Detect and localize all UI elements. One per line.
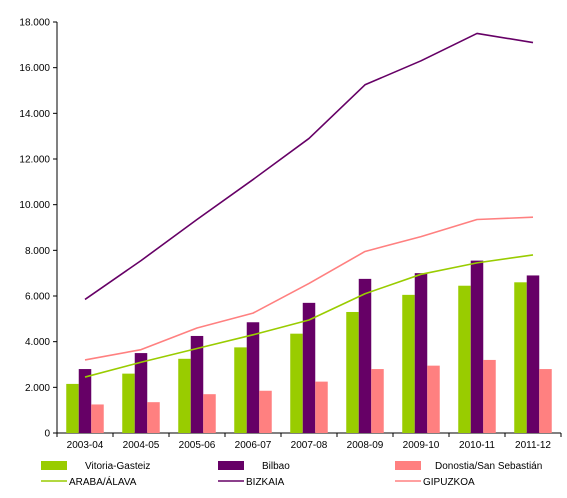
y-tick-label: 14.000 xyxy=(19,109,50,120)
bar-0-2 xyxy=(178,358,191,433)
y-tick-label: 16.000 xyxy=(19,63,50,74)
legend-swatch-bar-1 xyxy=(218,461,244,470)
bar-2-8 xyxy=(539,369,552,433)
bar-1-7 xyxy=(470,260,484,433)
bar-0-7 xyxy=(458,285,471,433)
legend-label-line-2: GIPUZKOA xyxy=(423,477,475,488)
bar-0-6 xyxy=(402,294,415,433)
bar-1-3 xyxy=(246,322,260,433)
x-tick-label: 2005-06 xyxy=(179,440,216,451)
bar-0-8 xyxy=(514,282,527,433)
bar-0-5 xyxy=(346,311,359,433)
x-tick-label: 2003-04 xyxy=(67,440,104,451)
x-tick-label: 2011-12 xyxy=(515,440,551,451)
y-tick-label: 6.000 xyxy=(25,292,50,303)
line-series-0 xyxy=(84,254,534,378)
bar-1-5 xyxy=(358,278,372,433)
y-tick-label: 4.000 xyxy=(25,337,50,348)
bar-1-1 xyxy=(134,353,148,433)
bar-0-3 xyxy=(234,347,247,433)
bar-2-0 xyxy=(91,404,104,433)
bar-0-4 xyxy=(290,333,303,433)
bar-1-0 xyxy=(78,369,92,433)
y-tick-label: 12.000 xyxy=(19,155,50,166)
x-tick-label: 2007-08 xyxy=(291,440,328,451)
bar-0-1 xyxy=(122,373,135,433)
bar-1-6 xyxy=(414,273,428,433)
bar-1-2 xyxy=(190,335,204,433)
y-tick-label: 8.000 xyxy=(25,246,50,257)
lines-layer xyxy=(84,32,534,378)
y-tick-label: 0 xyxy=(44,429,50,440)
bar-2-2 xyxy=(203,394,216,433)
x-tick-label: 2009-10 xyxy=(403,440,440,451)
bars-layer xyxy=(66,260,552,433)
legend-label-bar-2: Donostia/San Sebastián xyxy=(435,461,542,472)
legend-label-bar-1: Bilbao xyxy=(262,461,290,472)
bar-1-4 xyxy=(302,302,316,433)
y-axis: 0 2.000 4.000 6.000 8.000 10.000 12.000 14.000 1… xyxy=(19,18,57,440)
y-tick-label: 10.000 xyxy=(19,200,50,211)
x-tick-label: 2008-09 xyxy=(347,440,384,451)
bar-2-3 xyxy=(259,390,272,433)
bar-2-4 xyxy=(315,381,328,433)
line-series-1 xyxy=(84,32,534,301)
bar-2-5 xyxy=(371,369,384,433)
x-tick-label: 2006-07 xyxy=(235,440,272,451)
bar-2-1 xyxy=(147,402,160,433)
legend-swatch-bar-0 xyxy=(41,461,67,470)
bar-1-8 xyxy=(526,275,540,433)
x-axis: 2003-04 2004-05 2005-06 2006-07 2007-08 2008-… xyxy=(56,433,562,451)
legend-label-bar-0: Vitoria-Gasteiz xyxy=(85,461,150,472)
legend-swatch-bar-2 xyxy=(395,461,421,470)
x-tick-label: 2010-11 xyxy=(459,440,495,451)
bar-2-7 xyxy=(483,359,496,433)
bar-2-6 xyxy=(427,365,440,433)
bar-0-0 xyxy=(66,383,79,433)
legend-label-line-1: BIZKAIA xyxy=(246,477,285,488)
x-tick-label: 2004-05 xyxy=(123,440,160,451)
legend: Vitoria-Gasteiz Bilbao Donostia/San Sebast… xyxy=(41,461,542,488)
y-tick-label: 18.000 xyxy=(19,18,50,29)
y-tick-label: 2.000 xyxy=(25,383,50,394)
legend-label-line-0: ARABA/ÁLAVA xyxy=(69,475,137,488)
line-series-2 xyxy=(84,216,534,361)
